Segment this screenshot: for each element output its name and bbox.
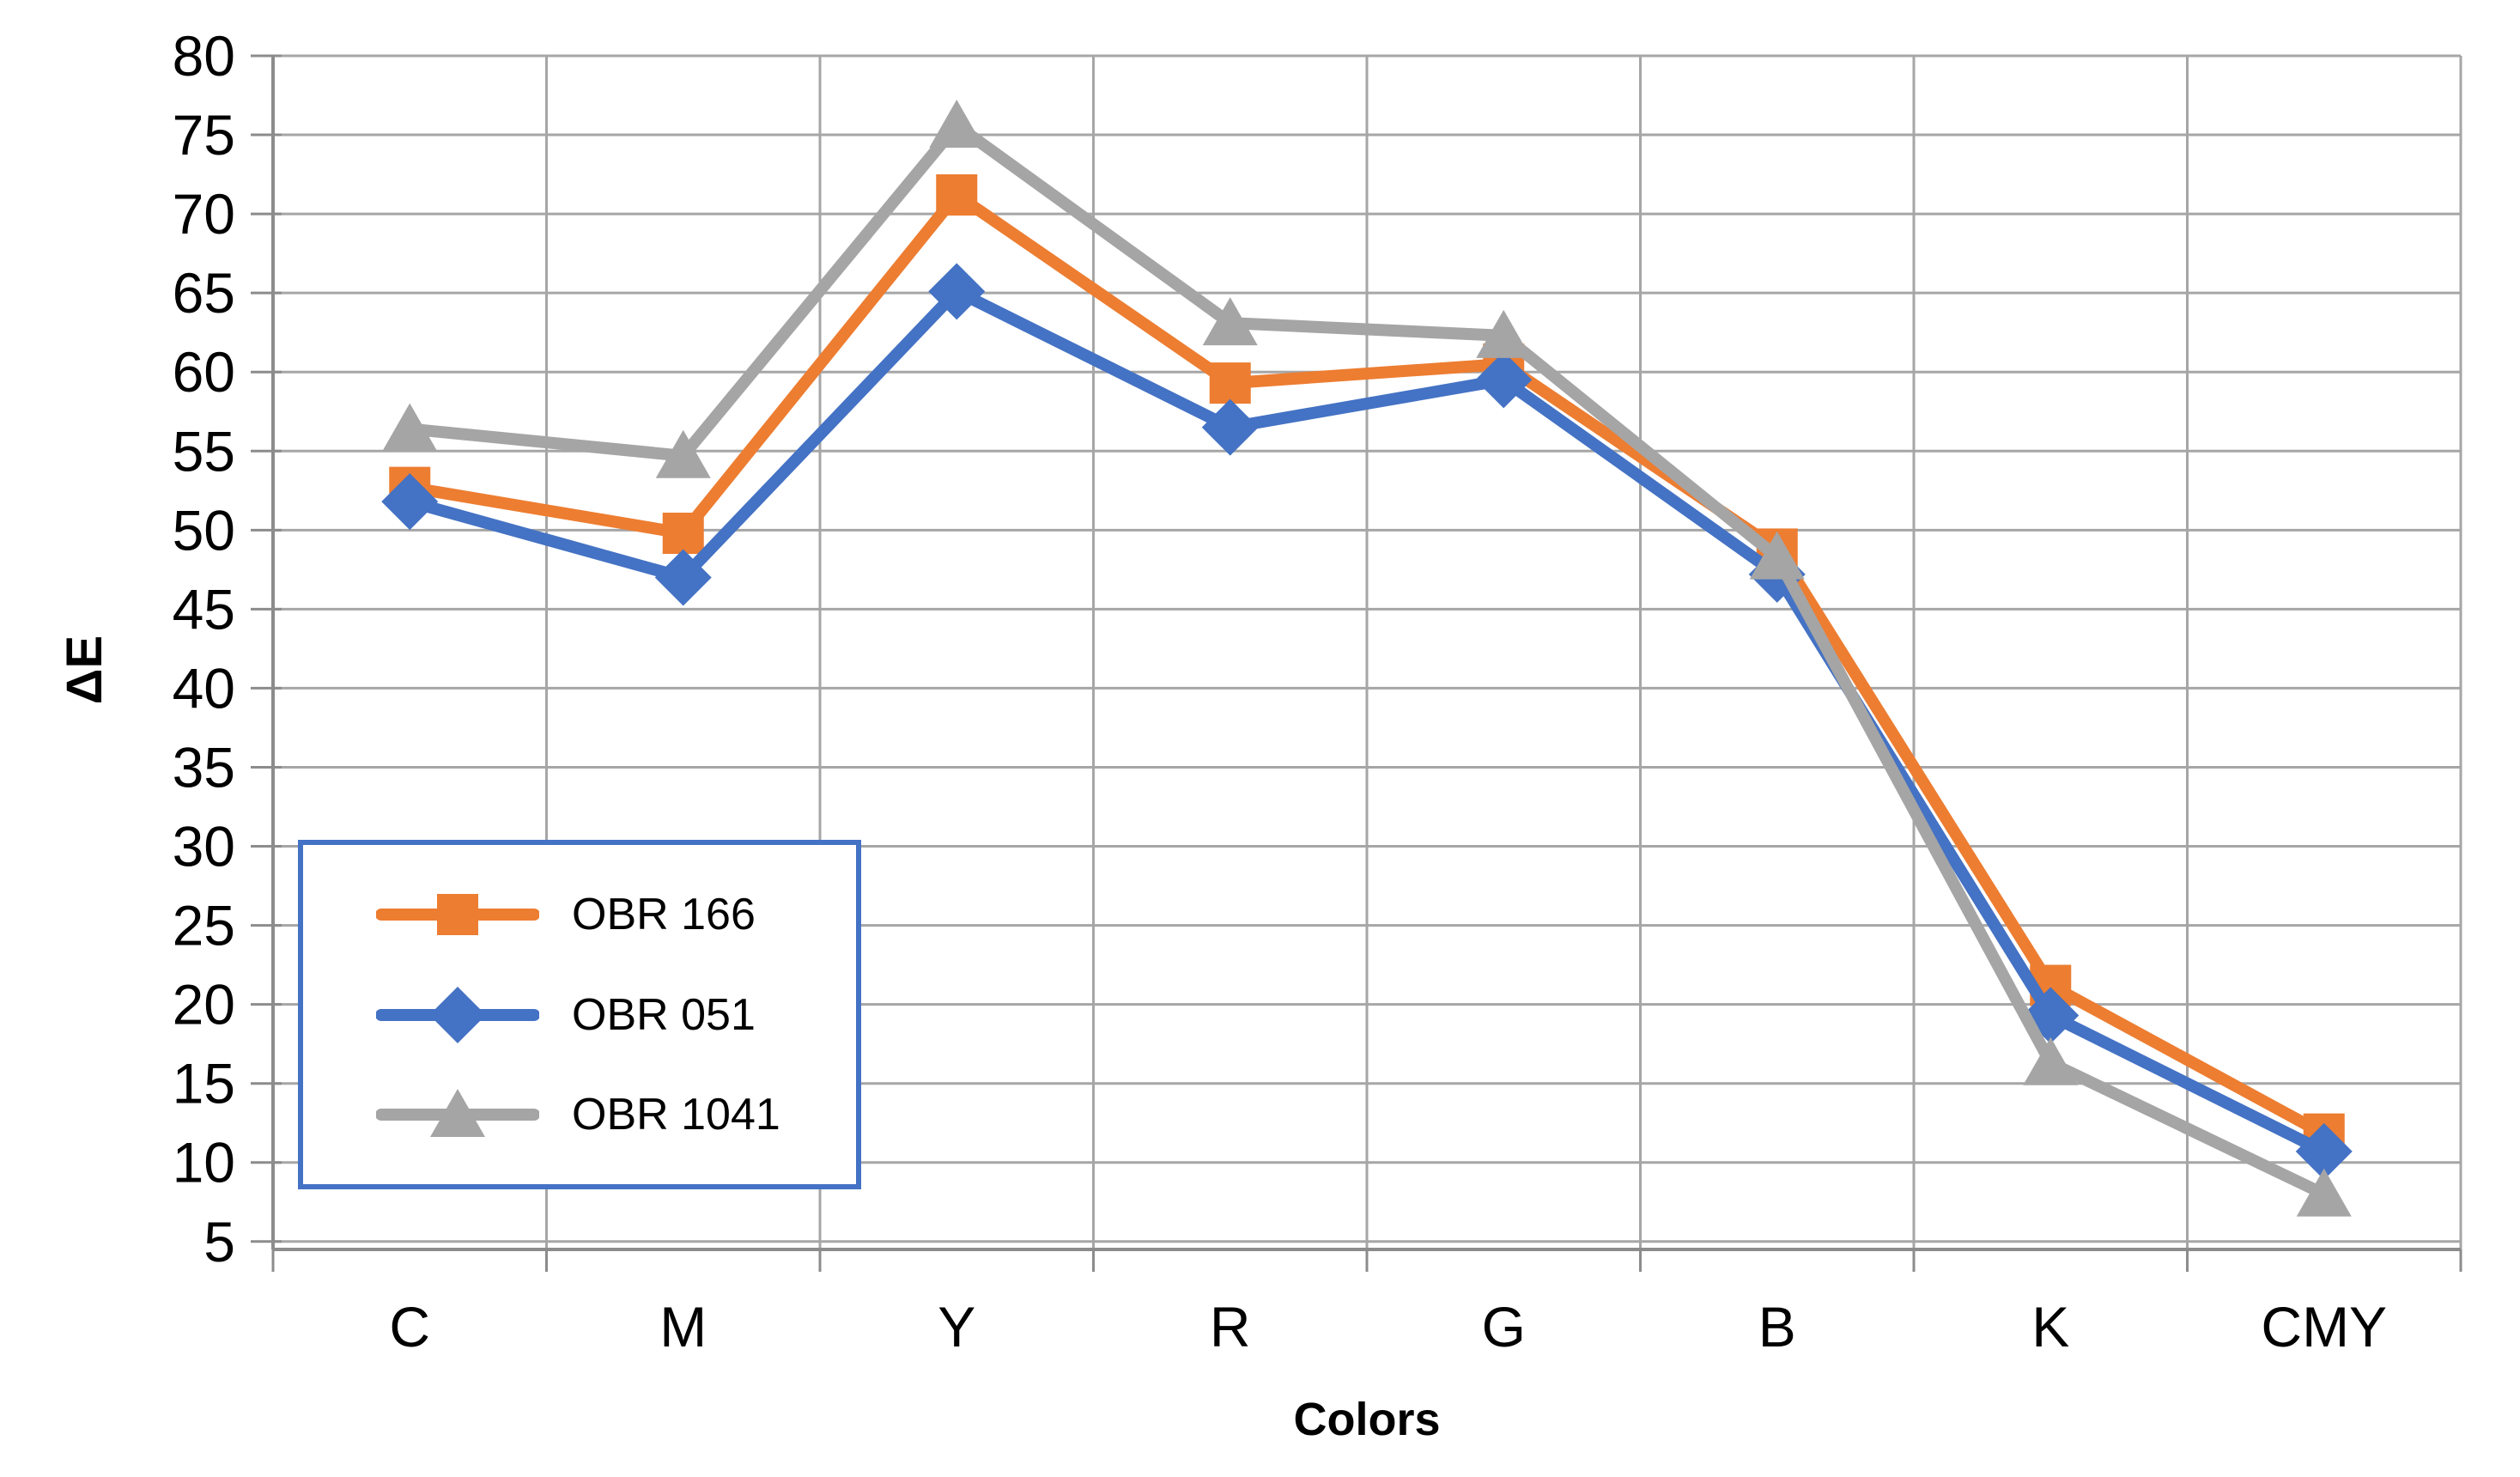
- data-point-G: [1475, 351, 1533, 409]
- y-tick-label-50: 50: [173, 498, 235, 562]
- legend-label: OBR 166: [572, 890, 756, 940]
- legend-item-obr-166: OBR 166: [376, 884, 856, 945]
- data-point-Y: [929, 100, 985, 149]
- data-point-Y: [936, 174, 978, 216]
- x-tick-label-R: R: [1210, 1295, 1251, 1358]
- data-point-CMY: [2295, 1122, 2353, 1180]
- legend-sample-marker: [429, 986, 486, 1043]
- x-tick-label-M: M: [659, 1295, 707, 1358]
- y-tick-label-55: 55: [173, 419, 235, 483]
- data-point-C: [382, 403, 438, 452]
- y-tick-label-80: 80: [173, 24, 235, 88]
- y-tick-label-70: 70: [173, 182, 235, 246]
- y-tick-label-35: 35: [173, 735, 235, 799]
- x-tick-label-C: C: [389, 1295, 430, 1358]
- y-tick-label-15: 15: [173, 1052, 235, 1115]
- legend-sample-marker: [430, 1088, 485, 1137]
- series-obr-1041: [382, 100, 2352, 1217]
- data-point-M: [654, 549, 712, 606]
- data-point-R: [1202, 297, 1258, 346]
- y-tick-label-5: 5: [203, 1210, 235, 1273]
- y-tick-label-10: 10: [173, 1131, 235, 1194]
- x-tick-label-B: B: [1758, 1295, 1796, 1358]
- legend-label: OBR 1041: [572, 1089, 780, 1140]
- series-line: [404, 189, 2330, 1140]
- y-tick-label-25: 25: [173, 894, 235, 957]
- series-line: [404, 119, 2330, 1200]
- data-point-M: [662, 513, 704, 554]
- data-point-Y: [928, 263, 986, 320]
- x-tick-label-Y: Y: [938, 1295, 975, 1358]
- x-tick-label-CMY: CMY: [2261, 1295, 2387, 1358]
- y-tick-label-40: 40: [173, 656, 235, 720]
- legend: OBR 166 OBR 051 OBR 1041: [298, 840, 861, 1189]
- data-point-C: [381, 473, 439, 531]
- y-axis-title: ΔE: [56, 635, 112, 705]
- data-point-B: [1749, 531, 1805, 580]
- legend-item-obr-051: OBR 051: [376, 985, 856, 1045]
- y-tick-label-45: 45: [173, 577, 235, 641]
- data-point-M: [655, 429, 711, 478]
- legend-line-square-icon: [376, 894, 539, 936]
- x-axis-title: Colors: [1293, 1394, 1441, 1445]
- data-point-CMY: [2296, 1168, 2352, 1217]
- series-line: [404, 285, 2330, 1158]
- legend-label: OBR 051: [572, 989, 756, 1040]
- data-point-K: [2023, 1036, 2079, 1085]
- data-point-R: [1209, 362, 1251, 404]
- y-tick-label-60: 60: [173, 340, 235, 404]
- x-tick-label-K: K: [2031, 1295, 2069, 1358]
- y-tick-label-30: 30: [173, 815, 235, 878]
- legend-line-triangle-icon: [376, 1088, 539, 1137]
- x-tick-label-G: G: [1482, 1295, 1526, 1358]
- y-tick-label-65: 65: [173, 261, 235, 325]
- data-point-R: [1201, 398, 1259, 456]
- data-point-G: [1476, 309, 1532, 358]
- y-tick-label-75: 75: [173, 103, 235, 167]
- legend-line-diamond-icon: [376, 986, 539, 1043]
- legend-sample-marker: [437, 894, 478, 936]
- y-tick-label-20: 20: [173, 973, 235, 1036]
- legend-item-obr-1041: OBR 1041: [376, 1085, 856, 1145]
